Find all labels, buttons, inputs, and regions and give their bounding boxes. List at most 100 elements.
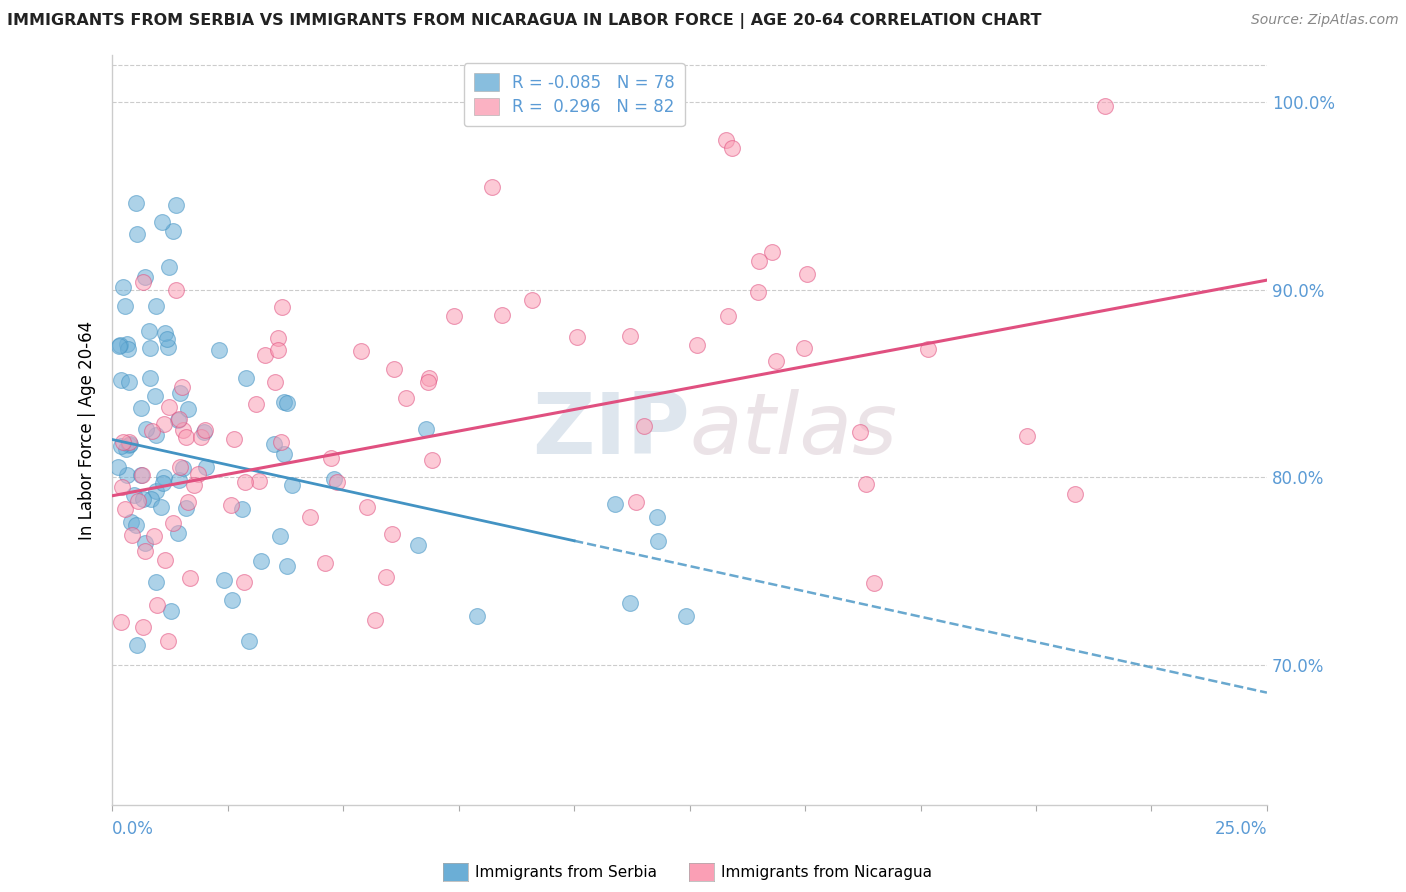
Point	[186, 467, 208, 481]
Point	[219, 498, 242, 512]
Point	[326, 475, 349, 489]
Point	[138, 341, 160, 355]
Point	[155, 326, 177, 341]
Point	[110, 439, 132, 453]
Text: 25.0%: 25.0%	[1215, 820, 1267, 838]
Point	[270, 301, 292, 315]
Point	[416, 376, 439, 390]
Point	[491, 308, 513, 322]
Point	[167, 526, 190, 541]
Point	[233, 574, 256, 589]
Point	[443, 309, 465, 323]
Point	[120, 515, 142, 529]
Point	[117, 342, 139, 356]
Point	[381, 527, 404, 541]
Point	[467, 609, 489, 624]
Point	[172, 461, 194, 475]
Point	[169, 473, 191, 487]
Point	[481, 179, 503, 194]
Point	[364, 613, 387, 627]
Point	[322, 472, 344, 486]
Point	[420, 453, 443, 467]
Point	[111, 434, 134, 449]
Point	[224, 433, 246, 447]
Point	[118, 438, 141, 452]
Point	[193, 425, 215, 439]
Point	[125, 227, 148, 241]
Point	[138, 324, 160, 338]
Point	[233, 475, 256, 490]
Point	[298, 510, 321, 524]
Point	[115, 467, 138, 482]
Point	[139, 371, 162, 385]
Point	[720, 141, 742, 155]
Point	[1064, 486, 1087, 500]
Point	[273, 394, 295, 409]
Point	[145, 484, 167, 499]
Point	[848, 425, 870, 440]
Y-axis label: In Labor Force | Age 20-64: In Labor Force | Age 20-64	[79, 320, 96, 540]
Point	[167, 413, 190, 427]
Point	[125, 196, 148, 211]
Text: Immigrants from Nicaragua: Immigrants from Nicaragua	[721, 865, 932, 880]
Point	[406, 538, 429, 552]
Point	[162, 516, 184, 530]
Point	[349, 344, 371, 359]
Point	[249, 554, 271, 568]
Point	[1094, 99, 1116, 113]
Point	[150, 500, 173, 514]
Point	[247, 475, 270, 489]
Point	[108, 339, 131, 353]
Point	[115, 336, 138, 351]
Point	[115, 442, 138, 456]
Point	[208, 343, 231, 357]
Point	[145, 598, 167, 612]
Point	[107, 459, 129, 474]
Text: 0.0%: 0.0%	[112, 820, 155, 838]
Point	[134, 270, 156, 285]
Point	[238, 634, 260, 648]
Legend: R = -0.085   N = 78, R =  0.296   N = 82: R = -0.085 N = 78, R = 0.296 N = 82	[464, 63, 685, 127]
Point	[675, 609, 697, 624]
Point	[122, 487, 145, 501]
Point	[167, 411, 190, 425]
Point	[112, 280, 135, 294]
Point	[375, 570, 398, 584]
Point	[269, 529, 291, 543]
Text: Immigrants from Serbia: Immigrants from Serbia	[475, 865, 657, 880]
Point	[276, 559, 298, 574]
Point	[153, 553, 176, 567]
Point	[231, 501, 253, 516]
Point	[520, 293, 543, 308]
Point	[356, 500, 378, 514]
Point	[212, 573, 235, 587]
Point	[121, 528, 143, 542]
Point	[235, 371, 257, 385]
Point	[139, 492, 162, 507]
Point	[127, 494, 149, 508]
Point	[418, 370, 440, 384]
Point	[142, 528, 165, 542]
Point	[132, 276, 155, 290]
Point	[605, 497, 627, 511]
Point	[267, 331, 290, 345]
Point	[1015, 429, 1038, 443]
Point	[156, 340, 179, 354]
Point	[793, 341, 815, 355]
Point	[917, 343, 939, 357]
Point	[165, 198, 187, 212]
Point	[190, 430, 212, 444]
Point	[108, 338, 131, 352]
Point	[118, 435, 141, 450]
Point	[117, 375, 139, 389]
Text: Source: ZipAtlas.com: Source: ZipAtlas.com	[1251, 13, 1399, 28]
Point	[415, 422, 437, 436]
Point	[135, 422, 157, 436]
Point	[129, 468, 152, 483]
Text: ZIP: ZIP	[531, 389, 689, 472]
Point	[174, 429, 197, 443]
Point	[131, 620, 153, 634]
Point	[765, 354, 787, 368]
Point	[273, 447, 295, 461]
Point	[619, 329, 641, 343]
